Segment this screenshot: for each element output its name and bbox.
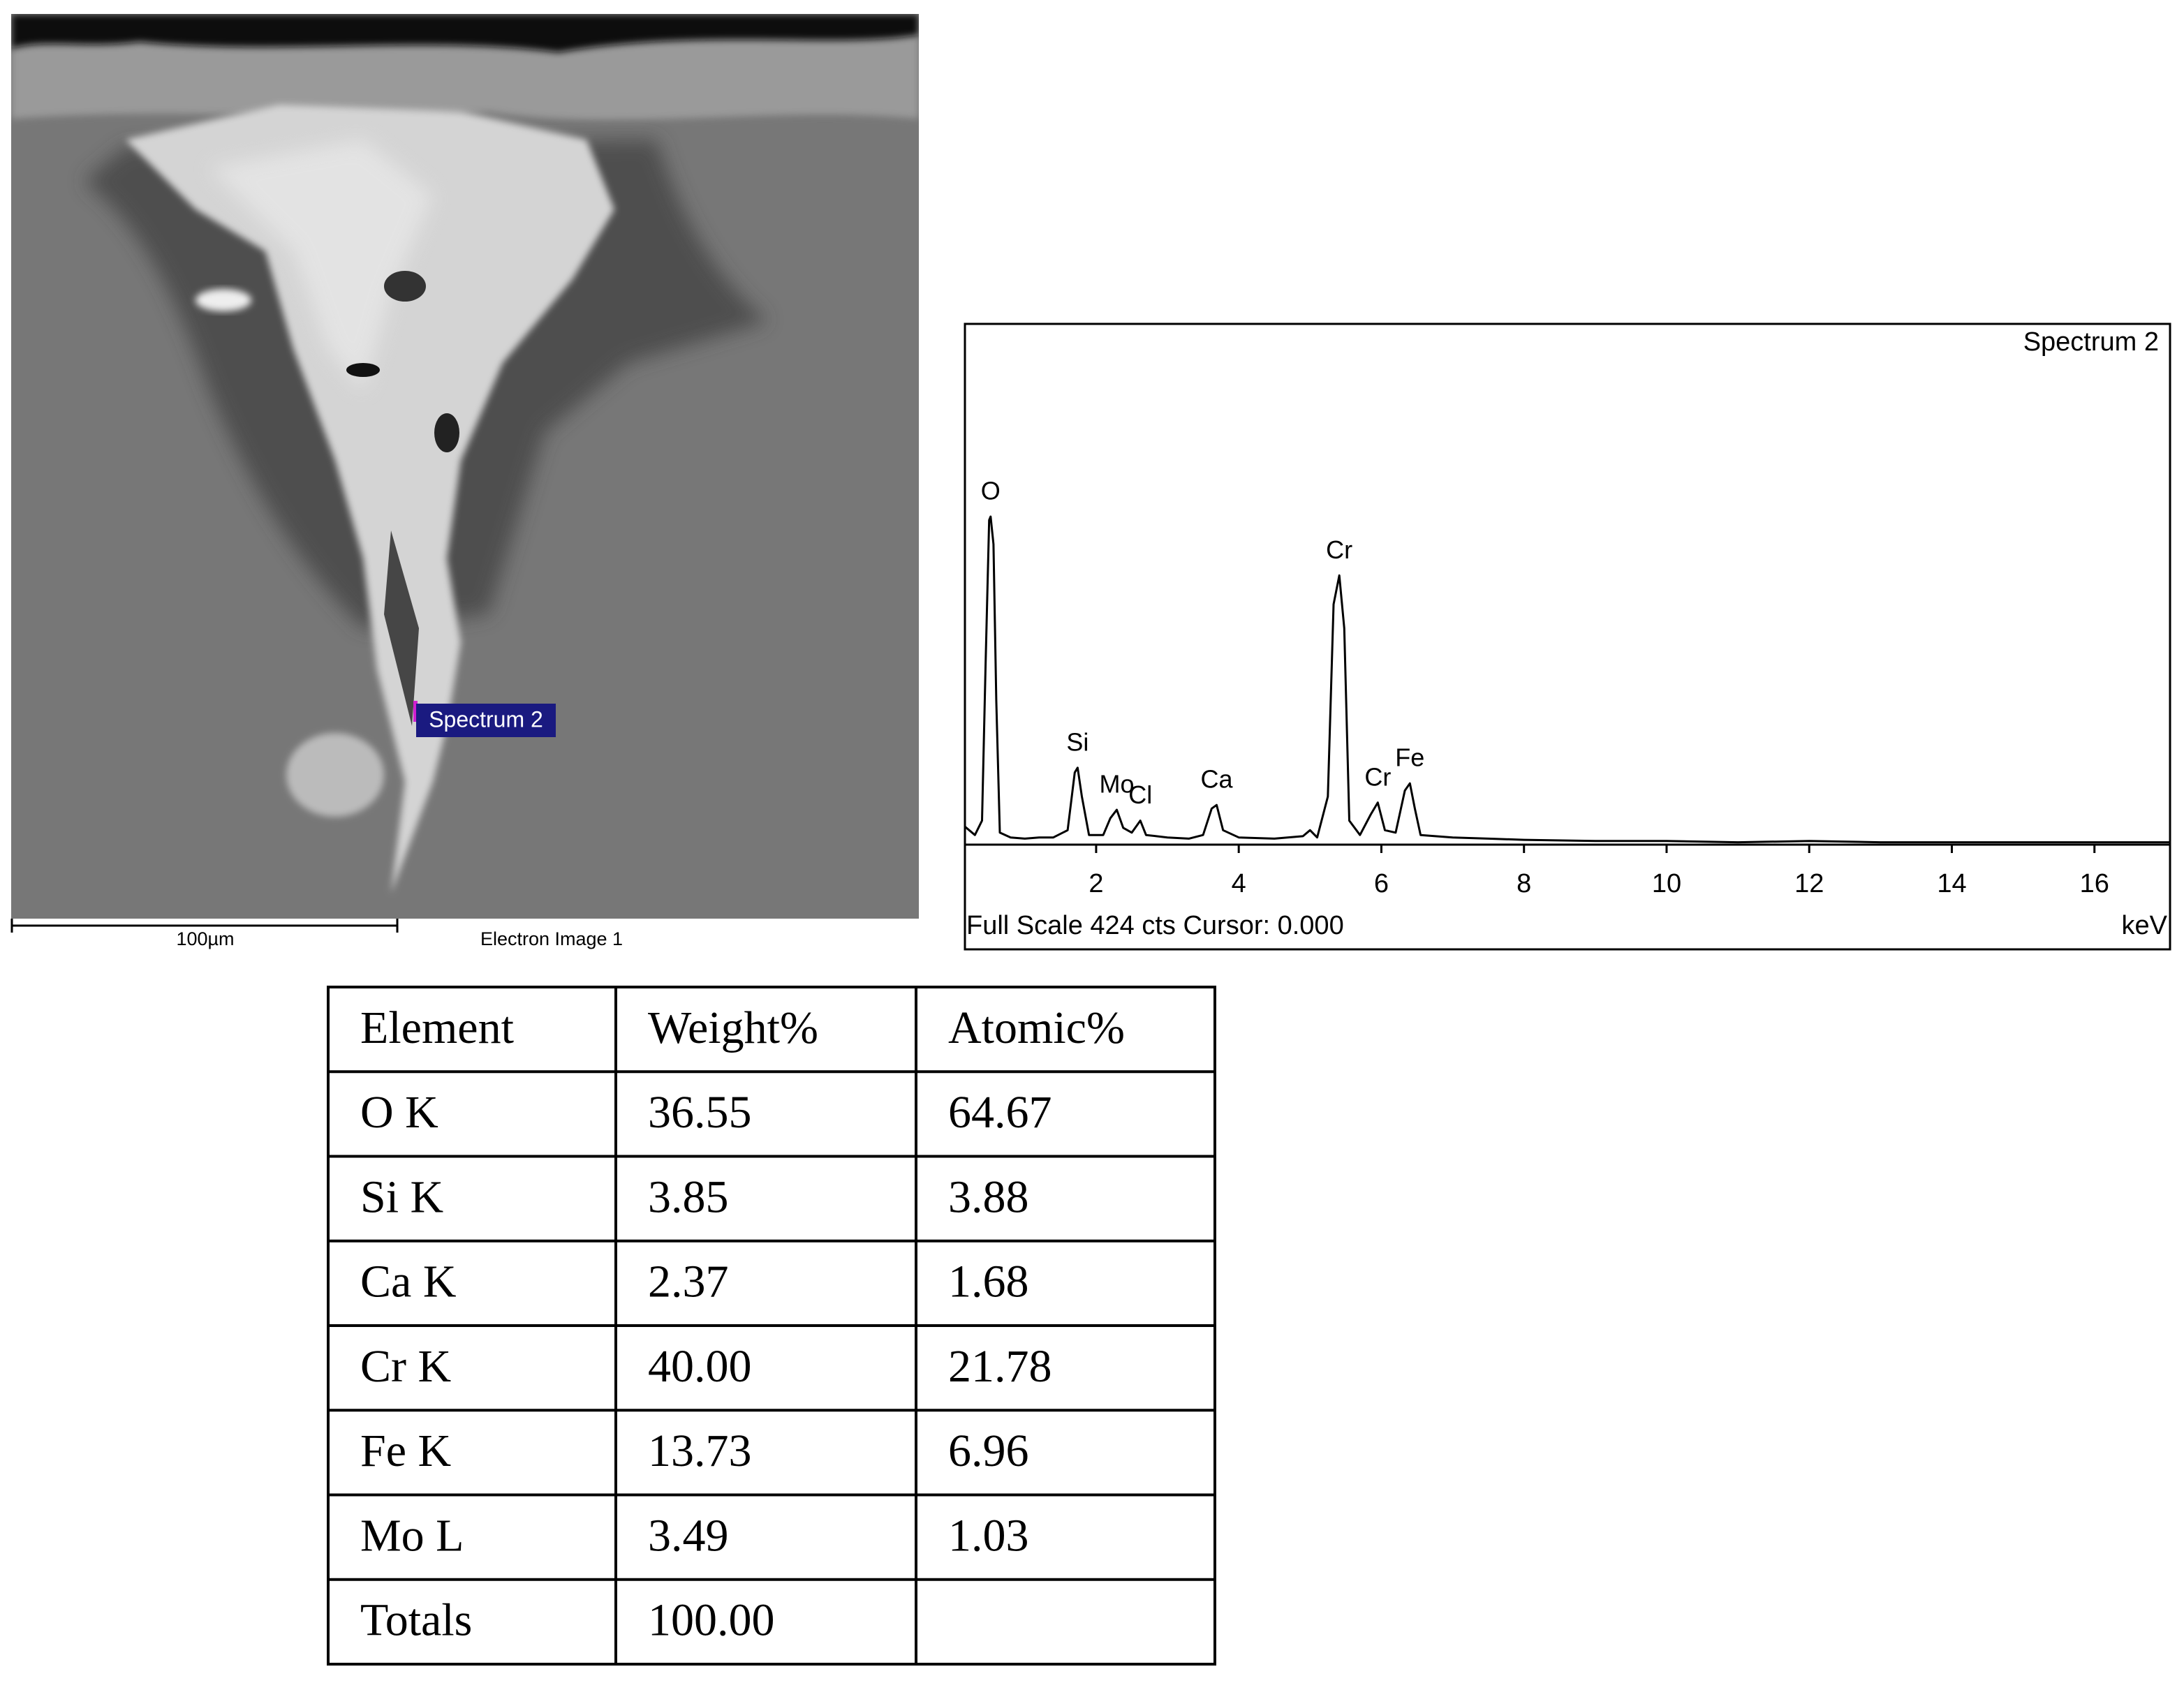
table-cell: 2.37	[648, 1256, 729, 1307]
sem-image: Spectrum 2	[11, 14, 919, 919]
table-cell: 21.78	[948, 1341, 1052, 1392]
header-cell: Atomic%	[948, 1002, 1125, 1053]
table-cell: 3.88	[948, 1171, 1029, 1222]
table-cell: O K	[360, 1087, 438, 1138]
table-cell: 3.49	[648, 1510, 729, 1561]
table-cell: Ca K	[360, 1256, 456, 1307]
header-cell: Weight%	[648, 1002, 818, 1053]
table-cell: 64.67	[948, 1087, 1052, 1138]
x-tick-label: 16	[2080, 869, 2109, 898]
peak-label: Si	[1066, 727, 1089, 756]
table: Element Weight% Atomic% O K 36.55 64.67 Si K 3.…	[327, 986, 1216, 1666]
table-cell: Totals	[360, 1595, 472, 1646]
x-tick-label: 12	[1794, 869, 1824, 898]
peak-label: Mo	[1100, 770, 1135, 799]
table-cell: 100.00	[648, 1595, 775, 1646]
peak-label: Cl	[1128, 780, 1152, 809]
peak-label: O	[981, 476, 1001, 505]
scale-label: 100µm	[176, 928, 234, 949]
marker-label: Spectrum 2	[429, 706, 543, 732]
peak-label: Cr	[1364, 762, 1391, 791]
x-tick-label: 2	[1089, 869, 1103, 898]
x-tick-label: 6	[1374, 869, 1389, 898]
table-cell: Mo L	[360, 1510, 464, 1561]
table-cell: 36.55	[648, 1087, 752, 1138]
table-cell: 3.85	[648, 1171, 729, 1222]
x-tick-label: 8	[1517, 869, 1531, 898]
spectrum-line	[964, 515, 2170, 844]
peak-label: Ca	[1201, 765, 1234, 794]
image-caption: Electron Image 1	[480, 928, 623, 949]
spectrum-frame	[964, 322, 2171, 951]
table-cell: Si K	[360, 1171, 443, 1222]
table-cell: 13.73	[648, 1425, 752, 1476]
spectrum-title: Spectrum 2	[2023, 327, 2159, 357]
spectrum-footer: Full Scale 424 cts Cursor: 0.000	[966, 911, 1344, 940]
table-cell: 6.96	[948, 1425, 1029, 1476]
table-cell: 1.68	[948, 1256, 1029, 1307]
table-cell: 1.03	[948, 1510, 1029, 1561]
table-cell: Fe K	[360, 1425, 451, 1476]
x-axis-label: keV	[2122, 911, 2168, 940]
scale-bar	[10, 919, 399, 933]
peak-label: Fe	[1395, 743, 1424, 772]
header-cell: Element	[360, 1002, 514, 1053]
x-tick-label: 14	[1937, 869, 1966, 898]
spectrum-panel: Spectrum 2 Full Scale 424 cts Cursor: 0.…	[964, 322, 2171, 951]
table-cell: 40.00	[648, 1341, 752, 1392]
peak-label: Cr	[1326, 535, 1352, 564]
x-tick-label: 10	[1652, 869, 1681, 898]
table-cell: Cr K	[360, 1341, 451, 1392]
x-tick-label: 4	[1232, 869, 1246, 898]
